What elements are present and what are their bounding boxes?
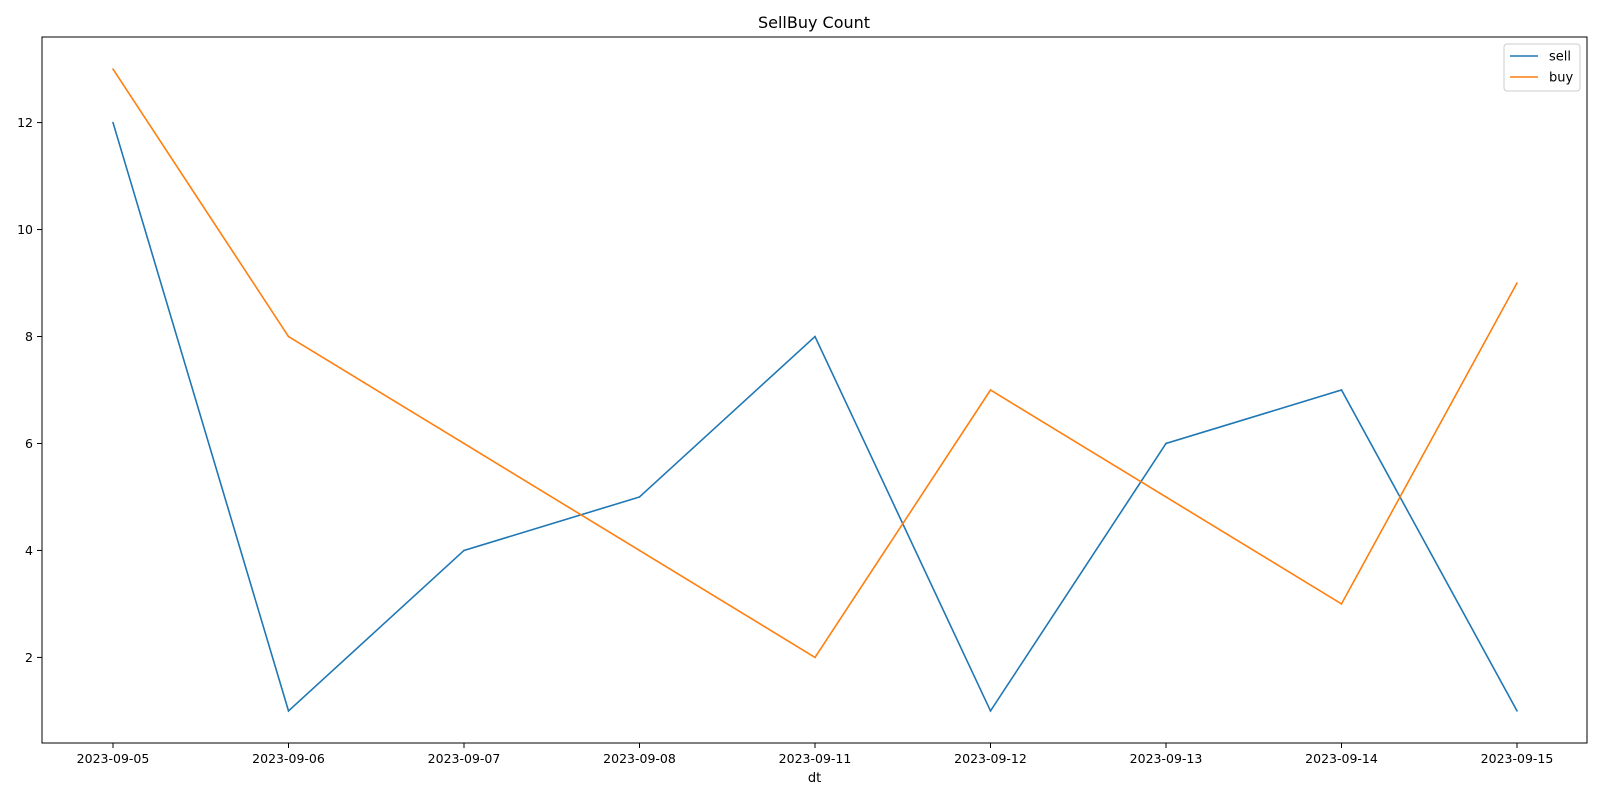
data-point-sell: [463, 549, 465, 552]
y-tick-label: 2: [25, 650, 33, 665]
y-tick-label: 12: [17, 115, 33, 130]
chart-title: SellBuy Count: [758, 13, 870, 32]
data-point-buy: [989, 389, 992, 391]
y-tick-label: 8: [25, 329, 33, 344]
data-point-sell: [989, 710, 992, 712]
x-axis: 2023-09-05 2023-09-06 2023-09-07 2023-09-08…: [77, 743, 1554, 766]
data-point-buy: [814, 656, 816, 659]
plot-area: [41, 36, 1588, 744]
x-tick-label: 2023-09-13: [1130, 751, 1203, 766]
legend-label-buy: buy: [1549, 71, 1573, 86]
data-point-buy: [463, 442, 465, 445]
x-tick-label: 2023-09-14: [1305, 751, 1378, 766]
data-point-buy: [1340, 603, 1343, 605]
data-point-sell: [287, 710, 290, 712]
legend: sell buy: [1503, 43, 1581, 92]
y-axis: 2 4 6 8 10 12: [17, 115, 42, 665]
x-tick-label: 2023-09-15: [1481, 751, 1554, 766]
data-point-sell: [638, 496, 641, 498]
x-tick-label: 2023-09-11: [779, 751, 852, 766]
x-tick-label: 2023-09-08: [603, 751, 676, 766]
x-axis-label: dt: [808, 771, 821, 786]
y-tick-label: 10: [17, 222, 33, 237]
legend-label-sell: sell: [1549, 50, 1571, 65]
data-point-buy: [638, 549, 641, 552]
data-point-buy: [112, 68, 114, 70]
x-tick-label: 2023-09-07: [428, 751, 501, 766]
y-tick-label: 6: [25, 436, 33, 451]
x-tick-label: 2023-09-12: [954, 751, 1027, 766]
x-tick-label: 2023-09-06: [252, 751, 325, 766]
data-point-buy: [287, 335, 290, 338]
data-point-buy: [1516, 282, 1518, 284]
data-point-sell: [1340, 389, 1343, 391]
data-point-buy: [1165, 496, 1167, 498]
data-point-sell: [112, 121, 114, 124]
data-point-sell: [814, 335, 816, 338]
data-point-sell: [1165, 442, 1167, 445]
data-point-sell: [1516, 710, 1518, 712]
series-layer: [112, 68, 1518, 713]
y-tick-label: 4: [25, 543, 33, 558]
x-tick-label: 2023-09-05: [77, 751, 150, 766]
